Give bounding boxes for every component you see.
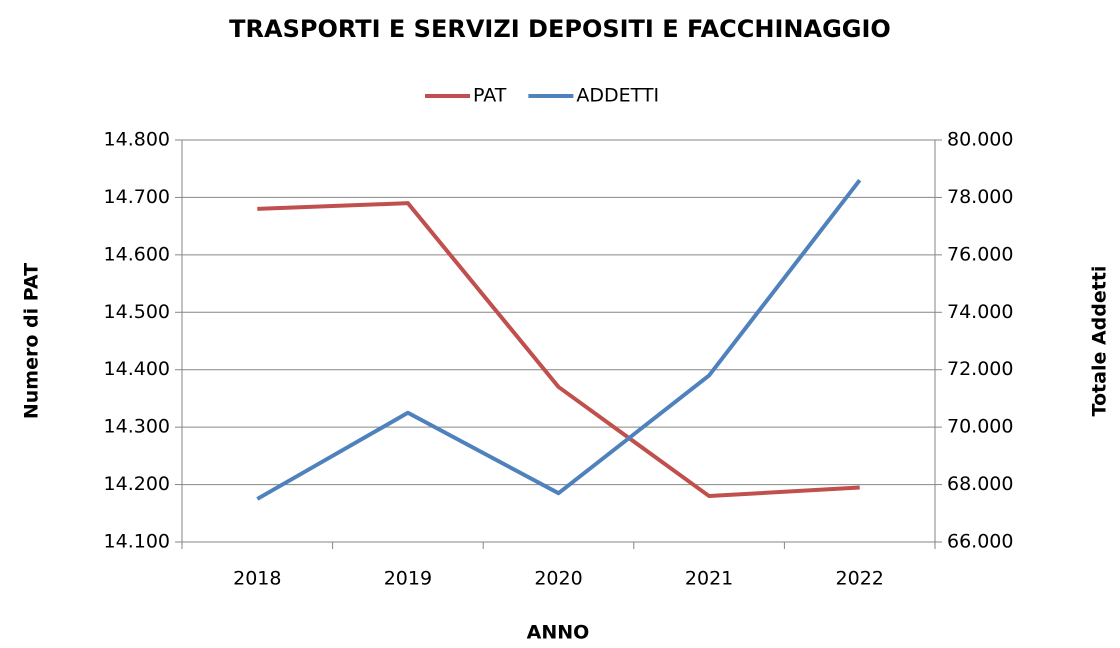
line-series xyxy=(257,201,860,499)
legend-label: ADDETTI xyxy=(576,85,659,107)
y-tick-label: 14.100 xyxy=(104,531,170,553)
y2-tick-label: 68.000 xyxy=(947,473,1013,495)
x-tick-label: 2018 xyxy=(233,568,281,590)
y-tick-label: 14.400 xyxy=(104,358,170,380)
y2-axis-title: Totale Addetti xyxy=(1089,266,1111,417)
legend-label: PAT xyxy=(473,85,507,107)
y2-tick-label: 78.000 xyxy=(947,186,1013,208)
y-tick-label: 14.600 xyxy=(104,243,170,265)
x-tick-label: 2019 xyxy=(384,568,432,590)
y2-tick-label: 76.000 xyxy=(947,243,1013,265)
line-series xyxy=(256,178,862,501)
y-tick-label: 14.800 xyxy=(104,129,170,151)
x-tick-label: 2020 xyxy=(534,568,582,590)
y2-tick-label: 74.000 xyxy=(947,301,1013,323)
y-tick-label: 14.200 xyxy=(104,473,170,495)
y2-tick-label: 70.000 xyxy=(947,416,1013,438)
x-axis-title: ANNO xyxy=(527,622,590,644)
chart-title: TRASPORTI E SERVIZI DEPOSITI E FACCHINAG… xyxy=(229,15,891,43)
y2-tick-label: 66.000 xyxy=(947,531,1013,553)
x-tick-label: 2021 xyxy=(685,568,733,590)
y2-tick-label: 72.000 xyxy=(947,358,1013,380)
y-axis-title: Numero di PAT xyxy=(21,263,43,419)
y-tick-label: 14.700 xyxy=(104,186,170,208)
y-tick-label: 14.500 xyxy=(104,301,170,323)
y-tick-label: 14.300 xyxy=(104,416,170,438)
y2-tick-label: 80.000 xyxy=(947,129,1013,151)
x-tick-label: 2022 xyxy=(836,568,884,590)
